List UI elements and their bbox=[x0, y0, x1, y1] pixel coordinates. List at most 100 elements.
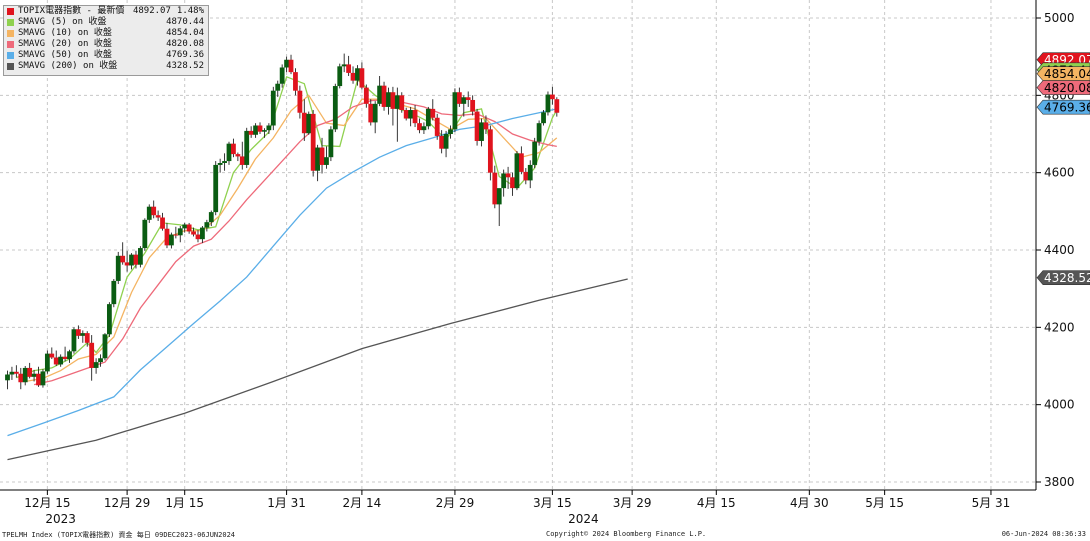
footer-timestamp: 06-Jun-2024 08:36:33 bbox=[1001, 530, 1086, 538]
candle-body bbox=[138, 248, 143, 265]
y-tick-label: 4200 bbox=[1044, 320, 1075, 334]
candle-body bbox=[155, 215, 161, 218]
x-tick-label: 1月 15 bbox=[165, 496, 204, 510]
candle-body bbox=[381, 85, 387, 107]
candle-body bbox=[386, 92, 391, 107]
y-tick-label: 4600 bbox=[1044, 166, 1075, 180]
candle-body bbox=[492, 172, 498, 205]
candle-body bbox=[470, 99, 476, 112]
candle-body bbox=[18, 373, 24, 383]
x-tick-label: 1月 31 bbox=[267, 496, 306, 510]
candle-body bbox=[31, 373, 37, 377]
legend-swatch-sma200 bbox=[7, 63, 14, 70]
candle-body bbox=[518, 153, 524, 172]
candle-body bbox=[13, 371, 19, 374]
candle-body bbox=[217, 163, 223, 165]
x-tick-label: 3月 15 bbox=[533, 496, 572, 510]
legend-sma200-value: 4328.52 bbox=[166, 61, 204, 71]
candle-body bbox=[75, 329, 81, 336]
candle-body bbox=[465, 97, 471, 100]
x-tick-label: 3月 29 bbox=[613, 496, 652, 510]
x-axis-ticks: 12月 15 12月 29 1月 15 1月 31 2月 14 2月 29 3月 15 3月 … bbox=[24, 490, 1010, 526]
candles bbox=[5, 53, 560, 390]
candle-body bbox=[359, 68, 365, 88]
sma-line-1 bbox=[25, 94, 558, 383]
value-tag-label: 4820.08 bbox=[1044, 81, 1090, 95]
candle-body bbox=[36, 373, 41, 386]
candle-body bbox=[253, 125, 258, 135]
x-tick-label: 5月 31 bbox=[972, 496, 1011, 510]
candle-body bbox=[350, 72, 356, 81]
x-tick-label: 12月 15 bbox=[24, 496, 70, 510]
candle-body bbox=[474, 111, 480, 141]
candle-body bbox=[71, 329, 77, 352]
candle-body bbox=[523, 171, 529, 181]
legend-sma50-label: SMAVG (50) on 收盤 bbox=[18, 50, 112, 60]
candle-body bbox=[111, 280, 117, 305]
y-tick-label: 4400 bbox=[1044, 243, 1075, 257]
candle-body bbox=[133, 254, 139, 265]
y-tick-label: 5000 bbox=[1044, 11, 1075, 25]
candle-body bbox=[496, 188, 502, 205]
x-year-label: 2024 bbox=[568, 512, 599, 526]
candle-body bbox=[377, 85, 383, 104]
candle-body bbox=[44, 353, 50, 372]
candle-body bbox=[403, 110, 409, 119]
candle-body bbox=[200, 227, 205, 240]
candle-body bbox=[80, 333, 86, 336]
candle-body bbox=[443, 134, 449, 149]
candle-body bbox=[257, 125, 263, 132]
candle-body bbox=[346, 64, 352, 73]
legend-sma200-label: SMAVG (200) on 收盤 bbox=[18, 61, 118, 71]
x-tick-label: 12月 29 bbox=[104, 496, 150, 510]
candle-body bbox=[448, 129, 453, 134]
footer-copyright: Copyright© 2024 Bloomberg Finance L.P. bbox=[546, 530, 707, 538]
candle-body bbox=[341, 64, 347, 67]
value-tag-4: 4769.36 bbox=[1036, 99, 1090, 115]
candle-body bbox=[98, 358, 103, 363]
candle-body bbox=[49, 353, 55, 358]
candle-body bbox=[120, 255, 126, 263]
candle-body bbox=[53, 357, 59, 365]
candle-body bbox=[549, 94, 555, 100]
value-tag-box bbox=[1036, 80, 1090, 95]
sma-line-4 bbox=[7, 278, 628, 461]
candle-body bbox=[106, 304, 112, 335]
candle-body bbox=[89, 342, 95, 368]
value-tag-box bbox=[1036, 99, 1090, 115]
candle-body bbox=[284, 59, 289, 68]
legend-main-pct: 1.48% bbox=[176, 6, 204, 16]
x-tick-label: 4月 30 bbox=[790, 496, 829, 510]
sma-line-2 bbox=[33, 98, 557, 386]
candle-body bbox=[412, 110, 418, 124]
candle-body bbox=[9, 371, 15, 375]
value-tag-label: 4328.52 bbox=[1044, 271, 1090, 285]
candle-body bbox=[394, 95, 400, 109]
legend: TOPIX電器指數 - 最新價 4892.07 1.48% SMAVG (5) … bbox=[3, 5, 209, 76]
candle-body bbox=[337, 66, 343, 87]
candle-body bbox=[208, 212, 214, 223]
candle-body bbox=[213, 164, 219, 213]
candle-body bbox=[177, 228, 183, 236]
candle-body bbox=[421, 126, 427, 131]
candle-body bbox=[297, 90, 303, 113]
candle-body bbox=[160, 217, 165, 229]
candle-body bbox=[266, 125, 272, 131]
candle-body bbox=[124, 262, 130, 266]
footer-source: TPELMH Index (TOPIX電器指數) 資金 每日 09DEC2023… bbox=[2, 531, 236, 539]
candle-body bbox=[554, 99, 560, 113]
candle-body bbox=[487, 129, 493, 173]
candle-body bbox=[288, 59, 294, 73]
candle-body bbox=[142, 219, 148, 249]
candle-body bbox=[191, 231, 196, 235]
moving-average-lines bbox=[7, 75, 628, 461]
x-tick-label: 4月 15 bbox=[697, 496, 736, 510]
legend-sma5: SMAVG (5) on 收盤 4870.44 bbox=[4, 17, 208, 28]
candle-body bbox=[248, 130, 254, 135]
candle-body bbox=[430, 108, 436, 118]
legend-sma10-label: SMAVG (10) on 收盤 bbox=[18, 28, 112, 38]
candle-body bbox=[231, 143, 236, 155]
candle-body bbox=[244, 130, 250, 165]
legend-sma50: SMAVG (50) on 收盤 4769.36 bbox=[4, 50, 208, 61]
